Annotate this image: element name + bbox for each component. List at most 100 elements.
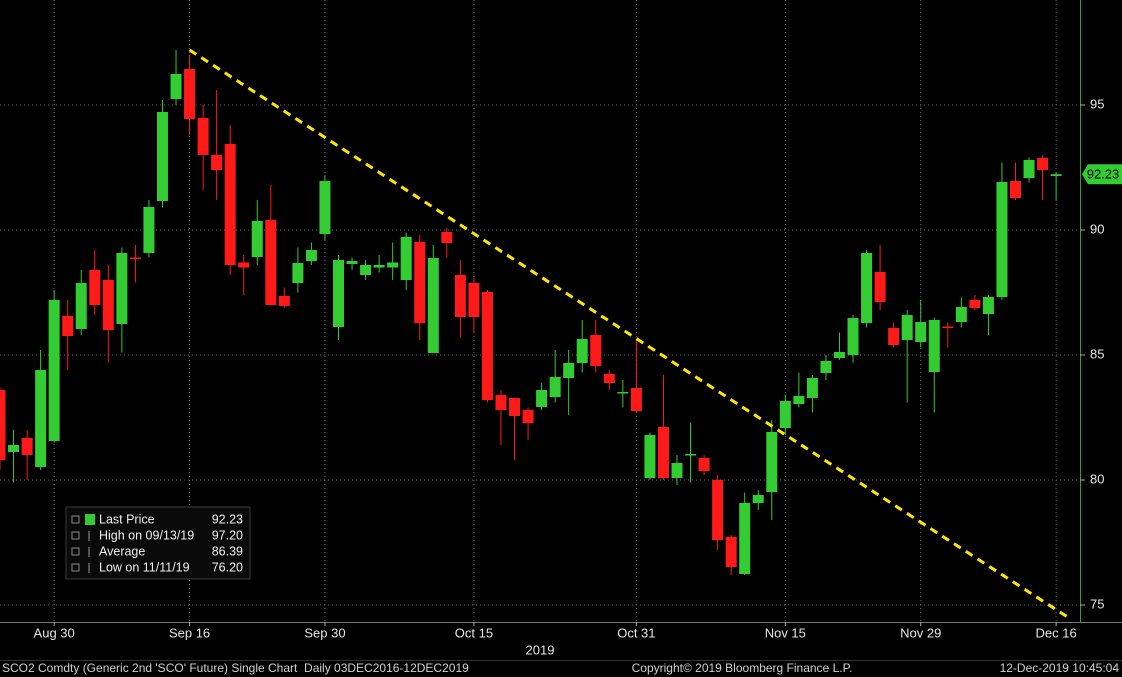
candle-body [62, 316, 74, 336]
legend-box [65, 506, 251, 580]
candle-body [766, 432, 778, 492]
candle-body [265, 220, 277, 305]
legend-toggle [71, 563, 80, 572]
candle-body [901, 315, 913, 340]
candle-body [495, 395, 507, 410]
candle-body [373, 265, 385, 268]
legend-label: High on 09/13/19 [99, 528, 194, 542]
footer-center: Copyright© 2019 Bloomberg Finance L.P. [632, 661, 853, 675]
plot-area [0, 0, 1080, 622]
candle-body [874, 272, 886, 302]
legend-value: 76.20 [212, 560, 243, 574]
candle-body [8, 445, 20, 452]
candle-body [292, 263, 304, 283]
candle-body [685, 454, 697, 456]
legend-swatch [85, 514, 95, 525]
candle-body [712, 480, 724, 540]
candle-body [630, 388, 642, 411]
candle-body [143, 207, 155, 253]
x-tick-label: Oct 31 [617, 625, 655, 640]
candle-body [333, 260, 344, 327]
candle-body [563, 363, 575, 378]
last-price-tag [1082, 164, 1122, 185]
candle-body [35, 370, 47, 467]
candle-body [739, 503, 751, 574]
candle-body [75, 283, 87, 329]
legend-value: 86.39 [212, 544, 243, 558]
candle-body [617, 392, 629, 394]
candle-body [400, 237, 412, 280]
candle-body [319, 181, 331, 234]
candle-body [89, 270, 101, 305]
candle-body [779, 401, 791, 428]
legend-label: Last Price [99, 512, 155, 526]
candle-body [644, 435, 656, 478]
footer-left: SCO2 Comdty (Generic 2nd 'SCO' Future) S… [2, 661, 469, 675]
candle-body [725, 537, 737, 567]
candle-body [576, 339, 588, 363]
candle-body [116, 253, 128, 324]
candle-body [955, 307, 967, 322]
x-tick-label: Dec 16 [1036, 625, 1077, 640]
candle-body [996, 182, 1008, 297]
candle-body [522, 410, 534, 423]
candle-body [278, 296, 290, 306]
candle-body [509, 398, 521, 416]
candle-body [102, 280, 114, 330]
legend-toggle [71, 531, 80, 540]
candle-body [238, 262, 250, 268]
candle-body [1010, 181, 1021, 198]
candle-body [671, 463, 683, 478]
last-price-label: 92.23 [1087, 167, 1120, 182]
legend-value: 92.23 [212, 512, 243, 526]
candle-body [427, 258, 439, 353]
candle-body [982, 297, 994, 314]
candle-body [793, 396, 805, 404]
candle-body [454, 275, 466, 317]
candle-body [0, 390, 6, 460]
y-tick-label: 75 [1090, 596, 1104, 611]
candle-body [847, 318, 859, 355]
candle-body [698, 458, 710, 471]
candle-body [468, 283, 480, 317]
candle-body [224, 144, 236, 265]
candle-body [170, 74, 182, 99]
candle-body [888, 328, 900, 345]
legend-toggle [71, 515, 80, 524]
x-tick-label: Sep 16 [169, 625, 210, 640]
candle-body [549, 377, 561, 397]
legend-label: Low on 11/11/19 [99, 560, 190, 574]
candle-body [969, 300, 981, 308]
candle-body [305, 250, 317, 261]
candle-body [211, 155, 223, 170]
candle-body [129, 257, 141, 259]
footer-right: 12-Dec-2019 10:45:04 [1000, 661, 1120, 675]
candle-body [156, 112, 168, 201]
candle-body [251, 221, 263, 257]
legend: Last Price 92.23 High on 09/13/19 97.20 Aver… [65, 506, 251, 580]
candle-body [21, 438, 33, 455]
candle-body [806, 378, 818, 398]
trend-line [188, 48, 1070, 619]
candle-body [387, 262, 399, 268]
candle-body [861, 253, 873, 323]
x-tick-label: Nov 29 [900, 625, 941, 640]
candle-body [536, 390, 548, 407]
candle-body [752, 495, 764, 503]
legend-label: Average [99, 544, 145, 558]
candle-body [184, 69, 196, 119]
candle-body [1050, 174, 1062, 176]
candle-body [48, 300, 60, 441]
y-tick-label: 85 [1090, 346, 1104, 361]
candle-body [481, 292, 493, 400]
candle-body [346, 261, 358, 264]
candle-body [197, 118, 209, 155]
x-axis-year: 2019 [526, 642, 555, 657]
x-tick-label: Oct 15 [455, 625, 493, 640]
candle-body [603, 374, 615, 383]
candle-body [1037, 158, 1049, 170]
y-tick-label: 80 [1090, 471, 1104, 486]
candle-body [414, 242, 426, 323]
legend-value: 97.20 [212, 528, 243, 542]
